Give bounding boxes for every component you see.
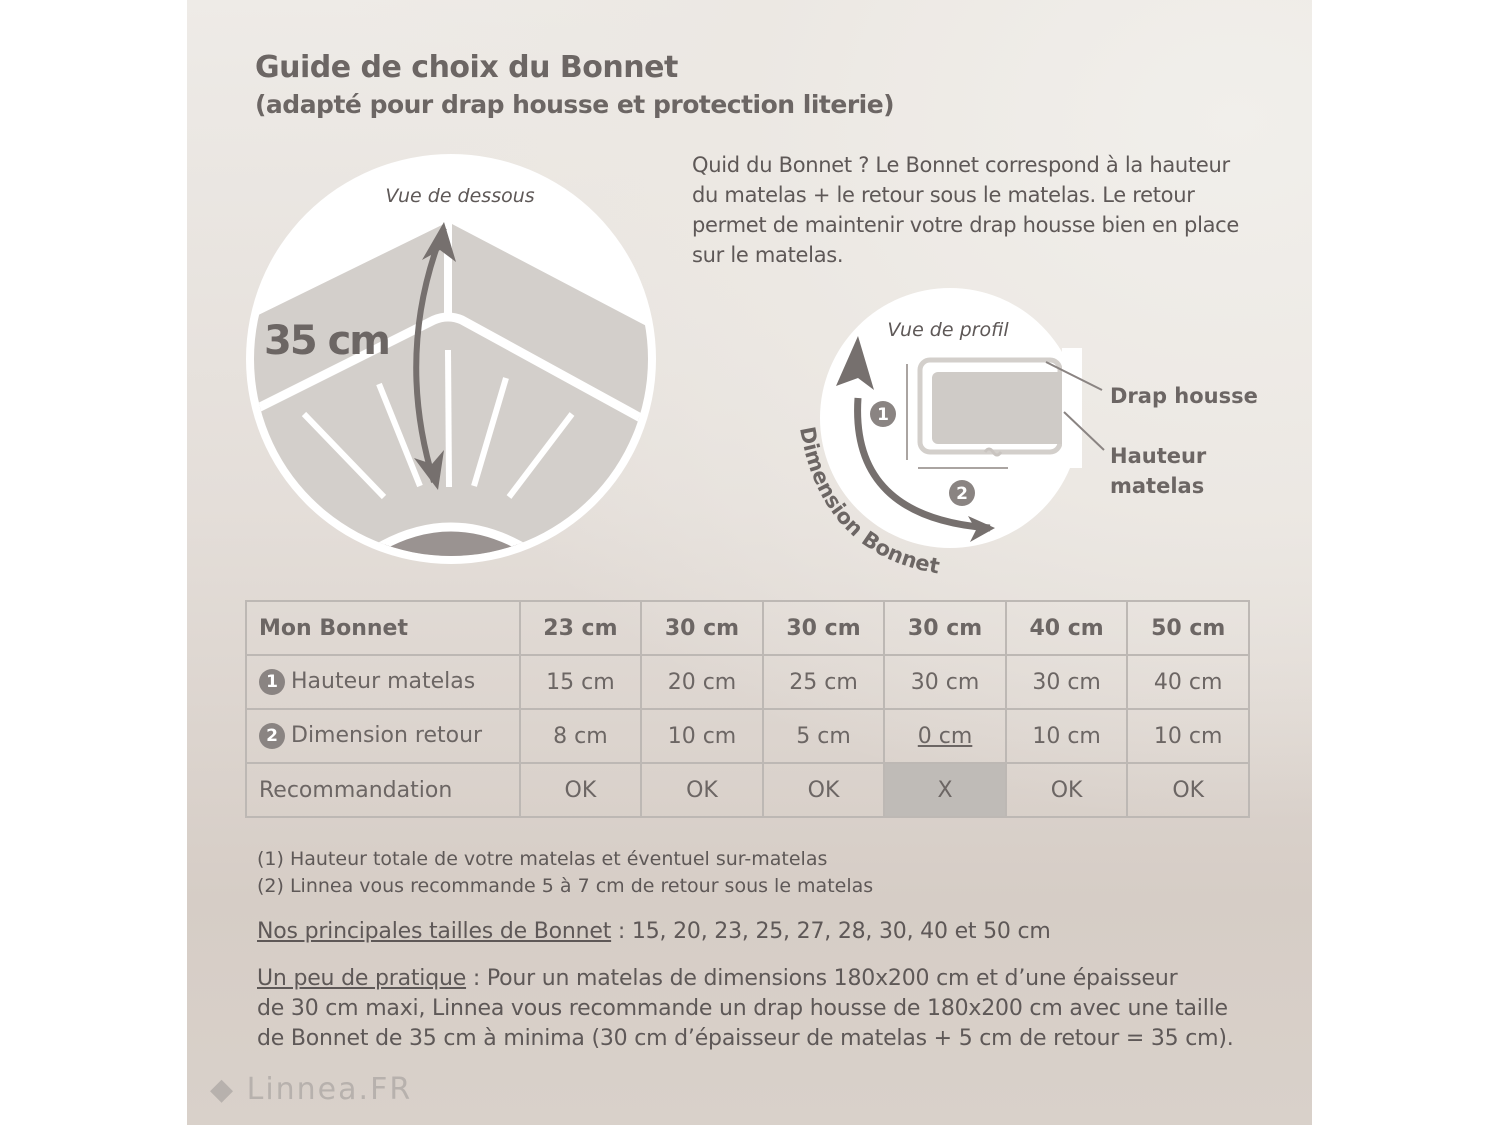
cell: 8 cm — [518, 708, 643, 764]
cell: 20 cm — [640, 654, 764, 710]
cell: 40 cm — [1126, 654, 1250, 710]
table-header-row: Mon Bonnet 23 cm 30 cm 30 cm 30 cm 40 cm… — [245, 600, 1250, 656]
table-row: Recommandation OK OK OK X OK OK — [245, 762, 1250, 818]
callout-matelas: matelas — [1110, 474, 1204, 498]
footnote-2: (2) Linnea vous recommande 5 à 7 cm de r… — [257, 875, 874, 897]
cell: OK — [1004, 762, 1129, 818]
profile-view-diagram: 1 2 Vue de profil Drap housse Hauteur ma… — [795, 288, 1258, 578]
row-label: 2 Dimension retour — [245, 708, 521, 764]
cell: 10 cm — [1126, 708, 1250, 764]
practice-text: Un peu de pratique : Pour un matelas de … — [257, 966, 1234, 1051]
marker-2: 2 — [956, 484, 968, 504]
cell: 25 cm — [761, 654, 886, 710]
marker-2-icon: 2 — [259, 723, 285, 749]
callout-drap-housse: Drap housse — [1110, 384, 1258, 408]
header-cell: 40 cm — [1004, 600, 1129, 656]
page-title: Guide de choix du Bonnet — [255, 50, 678, 85]
linnea-logo: ◆ Linnea.FR — [210, 1072, 413, 1107]
marker-1-icon: 1 — [259, 669, 285, 695]
header-cell: 30 cm — [883, 600, 1007, 656]
header-cell: Mon Bonnet — [245, 600, 521, 656]
row-label: 1 Hauteur matelas — [245, 654, 521, 710]
page-subtitle: (adapté pour drap housse et protection l… — [255, 90, 895, 119]
profile-view-label: Vue de profil — [887, 319, 1009, 341]
cell: 30 cm — [1004, 654, 1129, 710]
cell: 10 cm — [1004, 708, 1129, 764]
header-cell: 50 cm — [1126, 600, 1250, 656]
cell: 10 cm — [640, 708, 764, 764]
header-cell: 23 cm — [518, 600, 643, 656]
cell: OK — [1126, 762, 1250, 818]
row-label: Recommandation — [245, 762, 521, 818]
intro-text: Quid du Bonnet ? Le Bonnet correspond à … — [692, 153, 1240, 267]
table-row: 1 Hauteur matelas 15 cm 20 cm 25 cm 30 cm… — [245, 654, 1250, 710]
footnotes: (1) Hauteur totale de votre matelas et é… — [257, 846, 873, 900]
cell: 0 cm — [883, 708, 1007, 764]
table-row: 2 Dimension retour 8 cm 10 cm 5 cm 0 cm 1… — [245, 708, 1250, 764]
bottom-view-diagram: Vue de dessous 35 cm — [246, 154, 656, 564]
measure-label: 35 cm — [264, 318, 389, 364]
sizes-text: Nos principales tailles de Bonnet : 15, … — [257, 919, 1051, 944]
header-cell: 30 cm — [761, 600, 886, 656]
cell: OK — [518, 762, 643, 818]
cell: 30 cm — [883, 654, 1007, 710]
cell-not-recommended: X — [883, 762, 1007, 818]
bonnet-table: Mon Bonnet 23 cm 30 cm 30 cm 30 cm 40 cm… — [245, 600, 1250, 818]
footnote-1: (1) Hauteur totale de votre matelas et é… — [257, 848, 828, 870]
cell: OK — [761, 762, 886, 818]
cell: OK — [640, 762, 764, 818]
cell: 15 cm — [518, 654, 643, 710]
cell: 5 cm — [761, 708, 886, 764]
header-cell: 30 cm — [640, 600, 764, 656]
callout-hauteur: Hauteur — [1110, 444, 1207, 468]
marker-1: 1 — [877, 405, 889, 425]
bottom-view-label: Vue de dessous — [385, 185, 534, 207]
